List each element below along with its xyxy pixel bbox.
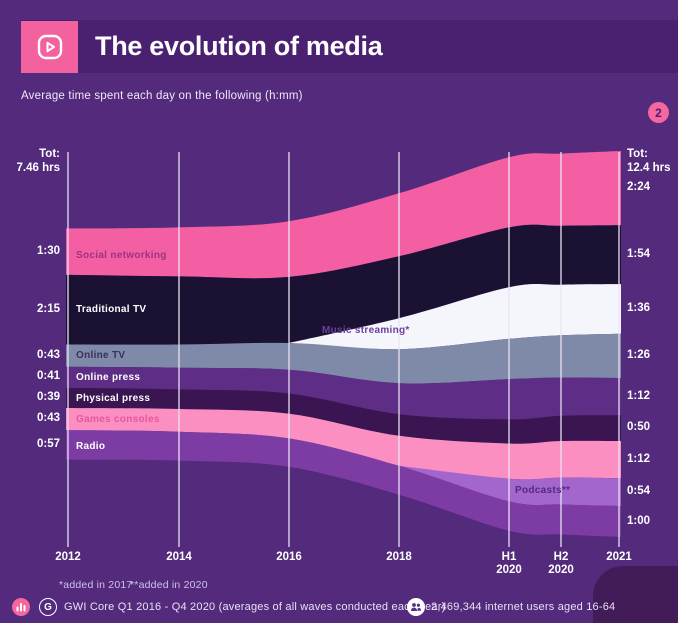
bar-chart-icon: [12, 598, 30, 616]
page-title: The evolution of media: [95, 31, 383, 61]
gwi-logo: G: [39, 598, 57, 616]
band-physical-press: [66, 387, 621, 444]
gwi-logo-letter: G: [44, 601, 52, 613]
video-play-icon: [21, 21, 78, 73]
footnote-added-2020: **added in 2020: [130, 579, 208, 591]
chart-subtitle: Average time spent each day on the follo…: [21, 90, 303, 102]
play-icon-glyph: [37, 34, 62, 60]
audience-text: 2,469,344 internet users aged 16-64: [431, 601, 616, 613]
band-online-press: [66, 366, 621, 420]
title-band: [21, 20, 678, 73]
source-text: GWI Core Q1 2016 - Q4 2020 (averages of …: [64, 601, 446, 613]
people-icon: [407, 598, 425, 616]
band-games-consoles: [66, 408, 621, 480]
people-glyph: [411, 603, 421, 611]
band-social-networking: [66, 151, 621, 279]
band-podcasts: [399, 465, 621, 506]
band-traditional-tv: [66, 224, 621, 346]
band-music-streaming: [289, 284, 621, 350]
corner-decoration: [593, 566, 678, 623]
bar-chart-glyph: [16, 603, 26, 612]
band-online-tv: [66, 333, 621, 384]
page-number-badge: 2: [648, 102, 669, 123]
band-radio: [66, 430, 621, 537]
footnote-added-2017: *added in 2017: [59, 579, 133, 591]
